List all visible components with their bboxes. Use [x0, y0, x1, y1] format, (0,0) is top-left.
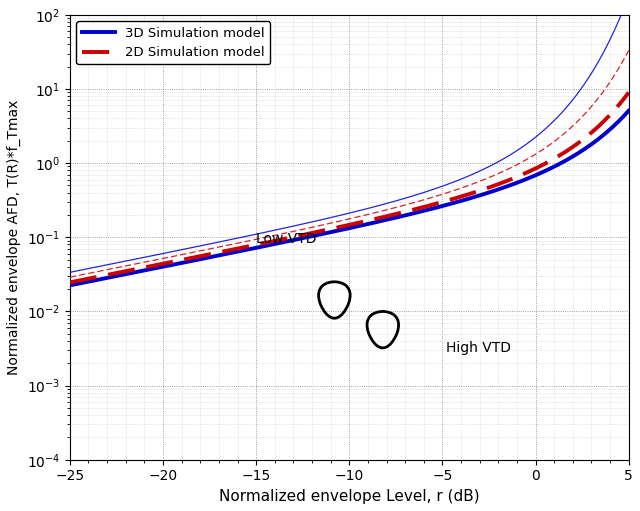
- Text: High VTD: High VTD: [446, 341, 511, 355]
- 3D Simulation model: [66, 282, 74, 288]
- 2D Simulation model: [401, 208, 409, 215]
- 2D Simulation model: [625, 89, 632, 96]
- 3D Simulation model: [525, 175, 533, 181]
- 2D Simulation model: [483, 185, 491, 191]
- Line: 3D Simulation model: 3D Simulation model: [70, 111, 628, 285]
- 2D Simulation model: [280, 236, 287, 242]
- 3D Simulation model: [429, 205, 437, 212]
- 2D Simulation model: [429, 201, 437, 207]
- 2D Simulation model: [66, 280, 74, 286]
- 2D Simulation model: [168, 259, 175, 265]
- Line: 2D Simulation model: 2D Simulation model: [70, 92, 628, 283]
- 3D Simulation model: [401, 213, 409, 219]
- 3D Simulation model: [280, 239, 287, 245]
- Text: Low VTD: Low VTD: [256, 232, 317, 246]
- X-axis label: Normalized envelope Level, r (dB): Normalized envelope Level, r (dB): [219, 489, 479, 504]
- Y-axis label: Normalized envelope AFD, T(R)*f_Tmax: Normalized envelope AFD, T(R)*f_Tmax: [7, 100, 21, 375]
- 3D Simulation model: [168, 262, 175, 268]
- 3D Simulation model: [625, 108, 632, 114]
- Legend: 3D Simulation model, 2D Simulation model: 3D Simulation model, 2D Simulation model: [76, 21, 270, 64]
- 2D Simulation model: [525, 168, 533, 174]
- 3D Simulation model: [483, 190, 491, 196]
